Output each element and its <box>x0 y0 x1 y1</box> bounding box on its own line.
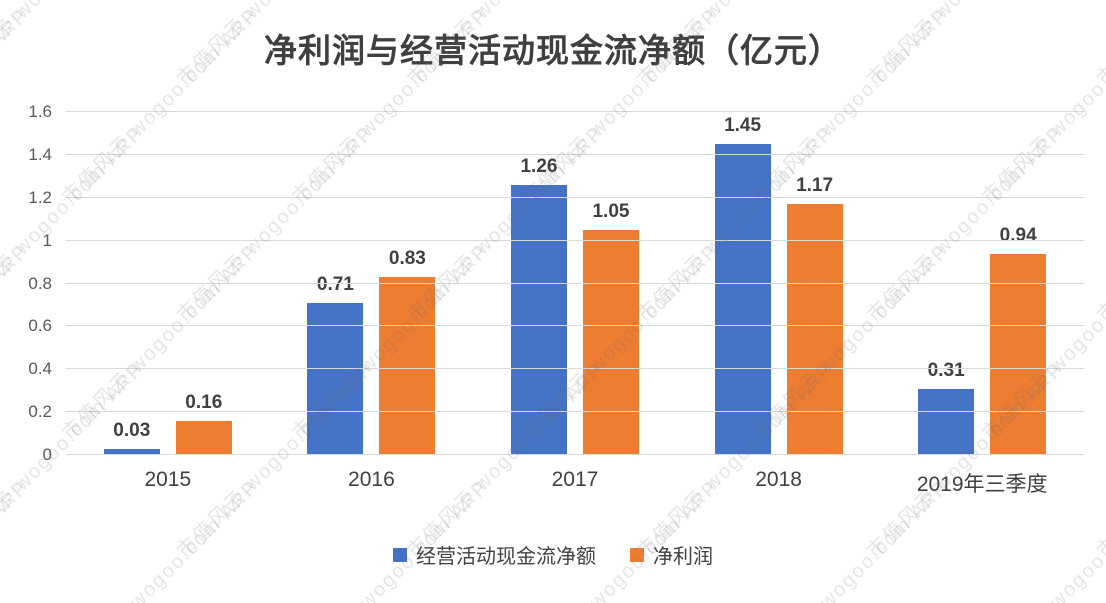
value-label: 1.26 <box>520 155 558 177</box>
bar-group: 0.71 0.83 <box>270 112 474 455</box>
value-label: 0.94 <box>999 224 1037 246</box>
watermark-text: 市值风云 wogoo.com APP <box>1093 122 1106 327</box>
bar-group: 1.45 1.17 <box>677 112 881 455</box>
category-label: 2018 <box>755 468 802 491</box>
bar-group: 0.31 0.94 <box>880 112 1084 455</box>
profit-bar: 0.16 <box>175 392 232 455</box>
profit-bar: 0.94 <box>990 225 1047 455</box>
category-label: 2017 <box>551 468 599 491</box>
y-tick-label: 1 <box>42 230 52 250</box>
gridline <box>66 454 1084 455</box>
legend-label: 经营活动现金流净额 <box>416 546 596 568</box>
y-tick-label: 0.4 <box>28 359 52 379</box>
bar-group: 1.26 1.05 <box>473 112 677 455</box>
category-label: 2016 <box>348 468 395 491</box>
value-label: 0.31 <box>927 359 965 381</box>
gridline <box>66 368 1084 370</box>
gridline <box>66 282 1084 284</box>
gridline <box>66 196 1084 198</box>
y-tick-label: 0.2 <box>28 402 52 422</box>
legend-label: 净利润 <box>653 546 713 568</box>
legend-swatch <box>393 547 407 562</box>
watermark-text: 市值风云 wogoo.com APP <box>0 475 34 603</box>
gridline <box>66 411 1084 413</box>
cashflow-bar: 0.31 <box>918 360 975 455</box>
gridline <box>66 325 1084 327</box>
profit-bar: 1.17 <box>786 175 843 455</box>
gridline <box>66 153 1084 155</box>
plot-area: 0.03 0.16 0.71 0.83 1.26 1.05 1.45 1.17 0.31 0.94 <box>66 111 1084 455</box>
value-label: 0.03 <box>113 419 151 441</box>
cashflow-bar: 0.71 <box>307 274 364 455</box>
watermark-text: 市值风云 wogoo.com APP <box>1093 358 1106 563</box>
legend-item: 净利润 <box>630 540 713 569</box>
y-axis: 0 0.2 0.4 0.6 0.8 1 1.2 1.4 1.6 <box>6 102 58 464</box>
cashflow-bar: 0.03 <box>103 420 160 455</box>
category-label: 2015 <box>144 468 192 491</box>
y-tick-label: 1.4 <box>28 144 52 164</box>
gridline <box>66 111 1084 112</box>
y-tick-label: 0.8 <box>28 273 52 293</box>
cashflow-bar: 1.26 <box>510 156 567 455</box>
value-label: 0.83 <box>388 248 426 270</box>
legend-swatch <box>630 547 644 562</box>
value-label: 1.45 <box>724 115 762 137</box>
legend: 经营活动现金流净额 净利润 <box>0 540 1106 569</box>
category-label: 2019年三季度 <box>916 473 1048 496</box>
bar-group: 0.03 0.16 <box>66 112 270 455</box>
value-label: 1.17 <box>796 175 834 197</box>
x-axis: 2015 2016 2017 2018 2019年三季度 <box>66 468 1084 498</box>
value-label: 1.05 <box>592 200 630 222</box>
cashflow-bar: 1.45 <box>714 115 771 455</box>
chart-title: 净利润与经营活动现金流净额（亿元） <box>264 32 842 69</box>
value-label: 0.71 <box>316 273 354 295</box>
y-tick-label: 0 <box>42 445 52 464</box>
legend-item: 经营活动现金流净额 <box>393 540 596 569</box>
bar-groups: 0.03 0.16 0.71 0.83 1.26 1.05 1.45 1.17 0.31 0.94 <box>66 112 1084 455</box>
y-tick-label: 1.2 <box>28 187 52 207</box>
y-tick-label: 1.6 <box>28 102 52 121</box>
value-label: 0.16 <box>185 391 223 413</box>
profit-bar: 0.83 <box>379 248 436 455</box>
gridline <box>66 239 1084 241</box>
profit-bar: 1.05 <box>582 201 639 455</box>
y-tick-label: 0.6 <box>28 316 52 336</box>
